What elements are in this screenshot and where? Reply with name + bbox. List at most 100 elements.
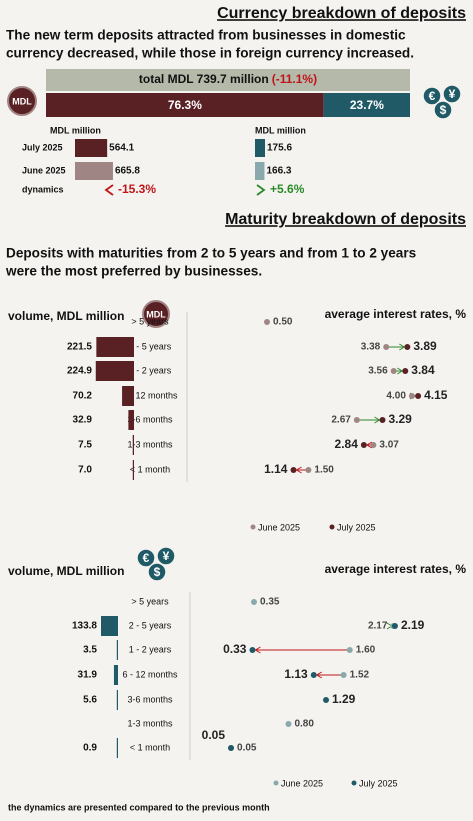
category-label: > 5 years [131, 316, 169, 326]
period-value: 175.6 [267, 143, 292, 154]
volume-bar [113, 665, 118, 685]
fx-icon [422, 86, 442, 106]
total-bar [46, 69, 410, 91]
period-bar [75, 139, 108, 157]
mdl-icon-text: MDL [146, 309, 166, 319]
volume-label: volume, MDL million [8, 564, 124, 578]
legend-dot [250, 524, 256, 530]
rates-label: average interest rates, % [325, 562, 467, 576]
rate-value: 0.05 [202, 728, 226, 742]
volume-bar [132, 435, 134, 455]
legend-label: July 2025 [359, 778, 398, 788]
rate-value: 3.89 [413, 339, 437, 353]
rate-dot [228, 745, 235, 751]
fx-icon-text: € [429, 89, 436, 103]
volume-value: 3.5 [83, 645, 97, 656]
volume-value: 221.5 [67, 342, 92, 353]
section-title: Currency breakdown of deposits [217, 5, 466, 22]
category-label: 3-6 months [127, 414, 173, 424]
fx-icon-text: ¥ [163, 549, 170, 563]
fx-icon [156, 546, 176, 566]
category-label: 2 - 5 years [129, 341, 172, 351]
volume-value: 224.9 [67, 366, 92, 377]
volume-bar [116, 640, 118, 660]
total-label: total MDL 739.7 million (-11.1%) [139, 72, 317, 86]
volume-bar [101, 616, 118, 636]
volume-bar [116, 738, 118, 758]
section-title: Maturity breakdown of deposits [225, 211, 466, 228]
rate-value: 3.56 [368, 366, 388, 377]
category-label: 1-3 months [127, 718, 173, 728]
volume-value: 5.6 [83, 695, 97, 706]
fx-icon [433, 100, 453, 120]
period-label: June 2025 [22, 165, 66, 175]
volume-value: 0.9 [83, 743, 97, 754]
category-label: 6 - 12 months [122, 390, 178, 400]
unit-label: MDL million [50, 125, 101, 135]
rate-dot [323, 697, 330, 703]
rate-value: 2.17 [368, 621, 388, 632]
rate-value: 1.60 [356, 645, 376, 656]
volume-value: 7.0 [78, 465, 92, 476]
rate-value: 4.00 [386, 391, 406, 402]
rate-dot [251, 599, 257, 605]
mdl-icon [142, 300, 170, 328]
share-label: 76.3% [168, 98, 202, 112]
mdl-icon [7, 86, 37, 116]
share-label: 23.7% [350, 98, 384, 112]
rate-value: 1.50 [314, 465, 334, 476]
rate-value: 3.29 [389, 412, 413, 426]
rate-value: 2.84 [335, 437, 359, 451]
fx-icon-text: ¥ [449, 87, 456, 101]
rate-dot [390, 368, 397, 374]
category-label: 6 - 12 months [122, 669, 178, 679]
rate-dot [249, 647, 256, 653]
share-bar [46, 93, 324, 117]
mdl-icon-text: MDL [12, 96, 32, 106]
volume-bar [128, 410, 134, 430]
fx-icon [442, 84, 462, 104]
rate-dot [402, 368, 409, 374]
volume-value: 70.2 [73, 391, 93, 402]
rate-dot [310, 672, 317, 678]
volume-bar [95, 361, 134, 381]
category-label: < 1 month [130, 742, 170, 752]
rate-value: 0.35 [260, 597, 280, 608]
category-label: 3-6 months [127, 694, 173, 704]
volume-bar [132, 460, 134, 480]
rates-label: average interest rates, % [325, 307, 467, 321]
rate-value: 0.05 [237, 743, 257, 754]
rate-value: 2.19 [401, 618, 425, 632]
intro-line: Deposits with maturities from 2 to 5 yea… [6, 246, 416, 261]
legend-dot [273, 780, 279, 786]
legend-label: June 2025 [281, 778, 323, 788]
rate-dot [264, 319, 270, 325]
category-label: < 1 month [130, 464, 170, 474]
rate-value: 3.07 [379, 440, 399, 451]
intro-line: currency decreased, while those in forei… [6, 46, 414, 61]
rate-dot [360, 442, 367, 448]
fx-icon [147, 562, 167, 582]
rate-dot [285, 721, 292, 727]
period-value: 564.1 [109, 143, 134, 154]
total-change: (-11.1%) [272, 72, 317, 86]
volume-bar [96, 337, 134, 357]
fx-icon [136, 548, 156, 568]
period-value: 166.3 [266, 166, 291, 177]
rate-value: 1.13 [284, 667, 308, 681]
rate-value: 3.38 [361, 342, 381, 353]
legend-dot [351, 780, 357, 786]
fx-icon-text: $ [154, 565, 161, 579]
rate-dot [353, 417, 360, 423]
legend-label: July 2025 [337, 522, 376, 532]
period-bar [255, 162, 265, 180]
intro-line: The new term deposits attracted from bus… [6, 28, 406, 43]
period-value: 665.8 [115, 166, 140, 177]
period-bar [255, 139, 266, 157]
rate-value: 2.67 [331, 415, 351, 426]
category-label: 1 - 2 years [129, 365, 172, 375]
share-bar [323, 93, 410, 117]
rate-dot [391, 623, 398, 629]
